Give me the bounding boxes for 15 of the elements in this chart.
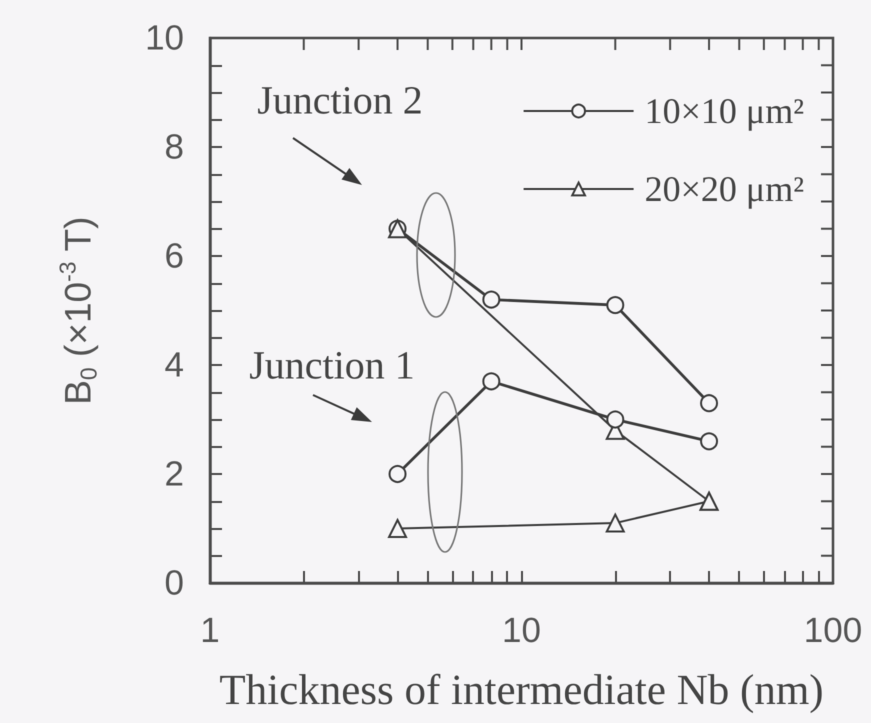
y-tick-label: 8 [164,128,184,166]
x-tick-label: 1 [200,611,220,650]
x-axis-title: Thickness of intermediate Nb (nm) [219,667,824,714]
y-tick-label: 4 [164,346,184,384]
y-tick-label: 2 [164,454,184,494]
y-tick-label: 0 [164,564,184,602]
legend-label: 10×10 μm² [644,91,804,131]
x-tick-label: 10 [502,611,541,650]
annotation: Junction 1 [249,342,415,388]
y-axis-title: B0 (×10-3 T) [54,216,102,405]
x-tick-label: 100 [804,611,862,650]
y-tick-label: 6 [164,236,184,276]
legend-label: 20×20 μm² [644,169,804,209]
y-tick-label: 10 [145,18,184,58]
annotation: Junction 2 [257,78,423,122]
